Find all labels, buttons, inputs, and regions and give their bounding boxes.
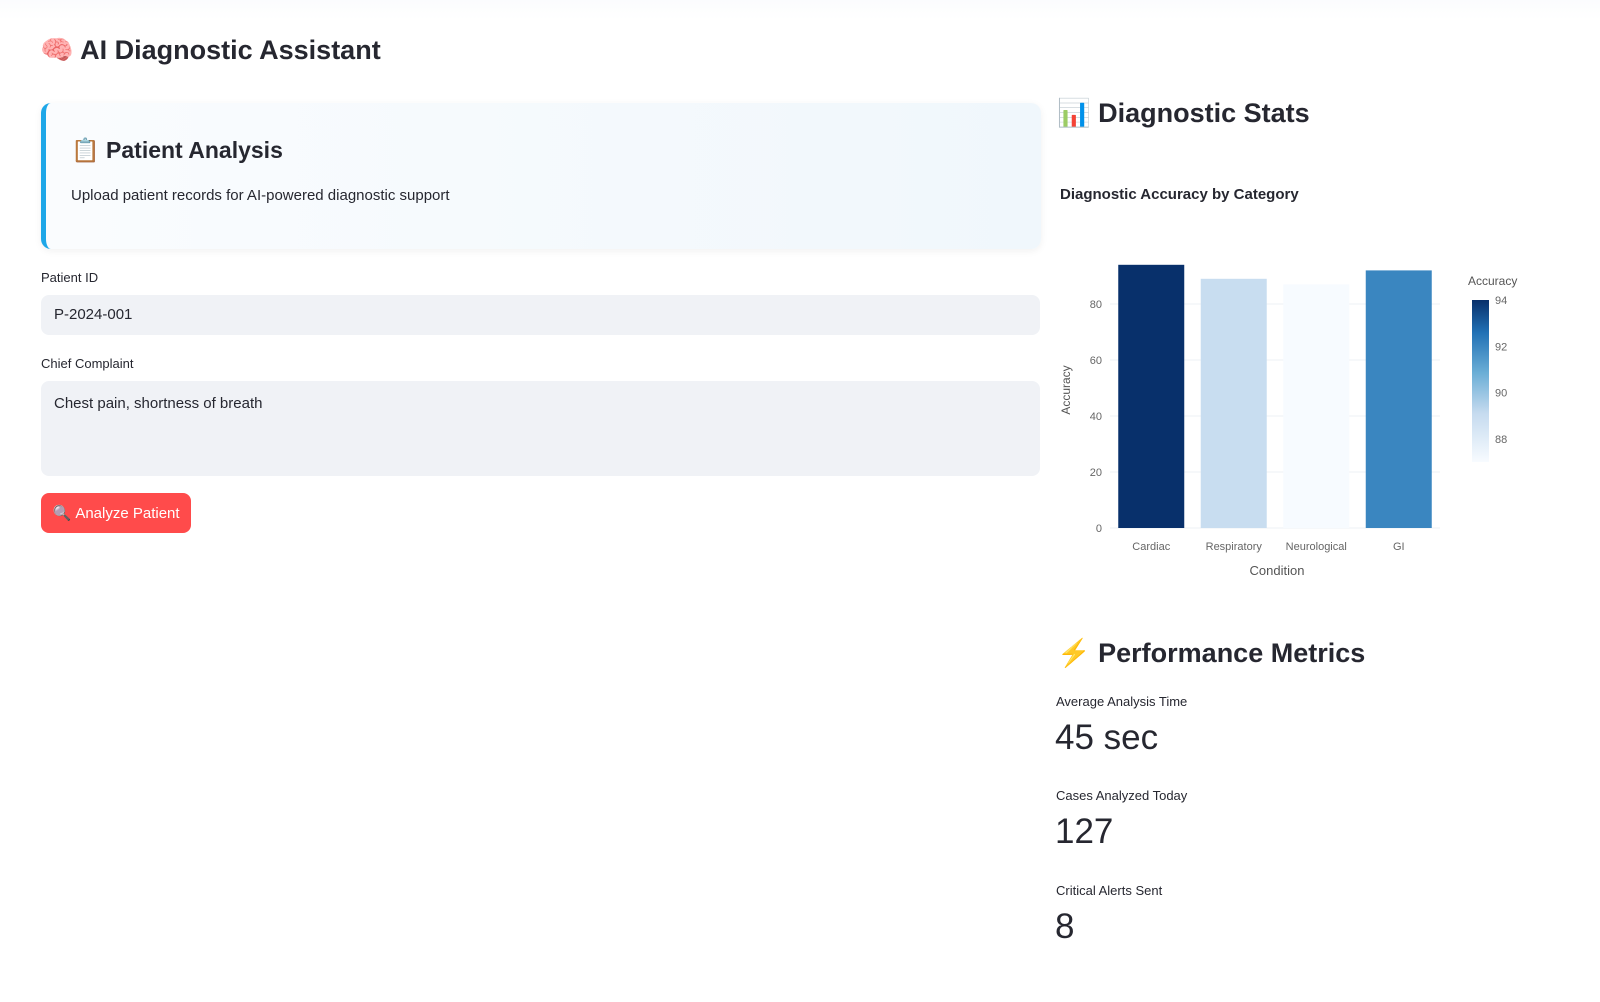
chief-complaint-label: Chief Complaint xyxy=(41,356,134,371)
magnifier-icon: 🔍 xyxy=(52,505,72,522)
bar-chart-icon: 📊 xyxy=(1057,98,1091,128)
accuracy-chart: 0 20 40 60 80 Cardiac Respiratory Neurological G… xyxy=(1059,264,1517,578)
bar-gi xyxy=(1365,270,1432,528)
chief-complaint-textarea[interactable]: Chest pain, shortness of breath xyxy=(41,381,1040,476)
colorbar-tick-label: 90 xyxy=(1495,388,1507,400)
card-description: Upload patient records for AI-powered di… xyxy=(71,187,450,204)
card-title: 📋 Patient Analysis xyxy=(71,137,283,163)
chart-title: Diagnostic Accuracy by Category xyxy=(1060,186,1299,203)
top-bar xyxy=(0,0,1600,20)
metric-value: 45 sec xyxy=(1055,718,1159,757)
x-tick-label: Cardiac xyxy=(1132,541,1170,553)
bar-respiratory xyxy=(1200,278,1267,528)
y-tick-label: 40 xyxy=(1090,411,1102,423)
colorbar-tick-label: 92 xyxy=(1495,341,1507,353)
colorbar-tick-label: 88 xyxy=(1495,434,1507,446)
diagnostic-stats-title: 📊 Diagnostic Stats xyxy=(1057,98,1310,128)
brain-icon: 🧠 xyxy=(40,35,74,65)
patient-analysis-card: 📋 Patient Analysis Upload patient record… xyxy=(41,103,1041,249)
metric-value: 8 xyxy=(1055,907,1075,946)
colorbar xyxy=(1472,300,1489,462)
page-title: 🧠 AI Diagnostic Assistant xyxy=(40,35,381,65)
y-tick-label: 20 xyxy=(1090,467,1102,479)
patient-id-label: Patient ID xyxy=(41,270,99,285)
x-tick-label: Neurological xyxy=(1286,541,1347,553)
y-tick-label: 80 xyxy=(1090,299,1102,311)
metric-value: 127 xyxy=(1055,812,1114,851)
y-tick-label: 0 xyxy=(1096,523,1102,535)
analyze-patient-button[interactable]: 🔍 Analyze Patient xyxy=(41,493,191,533)
y-axis-title: Accuracy xyxy=(1059,365,1073,414)
bar-cardiac xyxy=(1118,264,1185,528)
performance-metrics-title: ⚡ Performance Metrics xyxy=(1057,638,1366,668)
colorbar-tick-label: 94 xyxy=(1495,295,1507,307)
colorbar-title: Accuracy xyxy=(1468,274,1517,288)
x-tick-label: Respiratory xyxy=(1206,541,1263,553)
patient-id-input[interactable]: P-2024-001 xyxy=(41,295,1040,335)
clipboard-icon: 📋 xyxy=(71,137,100,163)
x-tick-label: GI xyxy=(1393,541,1405,553)
metric-label: Critical Alerts Sent xyxy=(1056,883,1163,898)
bar-neurological xyxy=(1283,284,1350,528)
lightning-icon: ⚡ xyxy=(1057,638,1091,668)
metric-label: Cases Analyzed Today xyxy=(1056,788,1188,803)
metric-label: Average Analysis Time xyxy=(1056,694,1188,709)
y-tick-label: 60 xyxy=(1090,355,1102,367)
x-axis-title: Condition xyxy=(1250,563,1305,578)
